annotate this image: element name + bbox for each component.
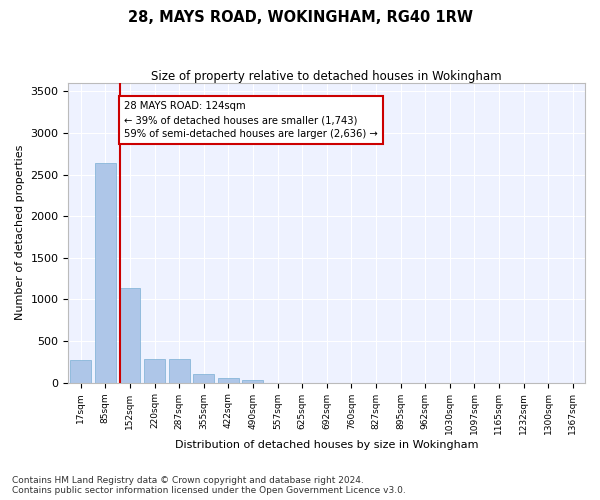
Bar — [218, 378, 239, 382]
Text: 28 MAYS ROAD: 124sqm
← 39% of detached houses are smaller (1,743)
59% of semi-de: 28 MAYS ROAD: 124sqm ← 39% of detached h… — [124, 102, 377, 140]
Bar — [95, 163, 116, 382]
Text: 28, MAYS ROAD, WOKINGHAM, RG40 1RW: 28, MAYS ROAD, WOKINGHAM, RG40 1RW — [128, 10, 473, 25]
Y-axis label: Number of detached properties: Number of detached properties — [15, 145, 25, 320]
Bar — [119, 288, 140, 382]
X-axis label: Distribution of detached houses by size in Wokingham: Distribution of detached houses by size … — [175, 440, 478, 450]
Bar — [193, 374, 214, 382]
Bar — [242, 380, 263, 382]
Bar — [144, 359, 165, 382]
Text: Contains HM Land Registry data © Crown copyright and database right 2024.
Contai: Contains HM Land Registry data © Crown c… — [12, 476, 406, 495]
Title: Size of property relative to detached houses in Wokingham: Size of property relative to detached ho… — [151, 70, 502, 83]
Bar — [169, 359, 190, 382]
Bar — [70, 360, 91, 382]
